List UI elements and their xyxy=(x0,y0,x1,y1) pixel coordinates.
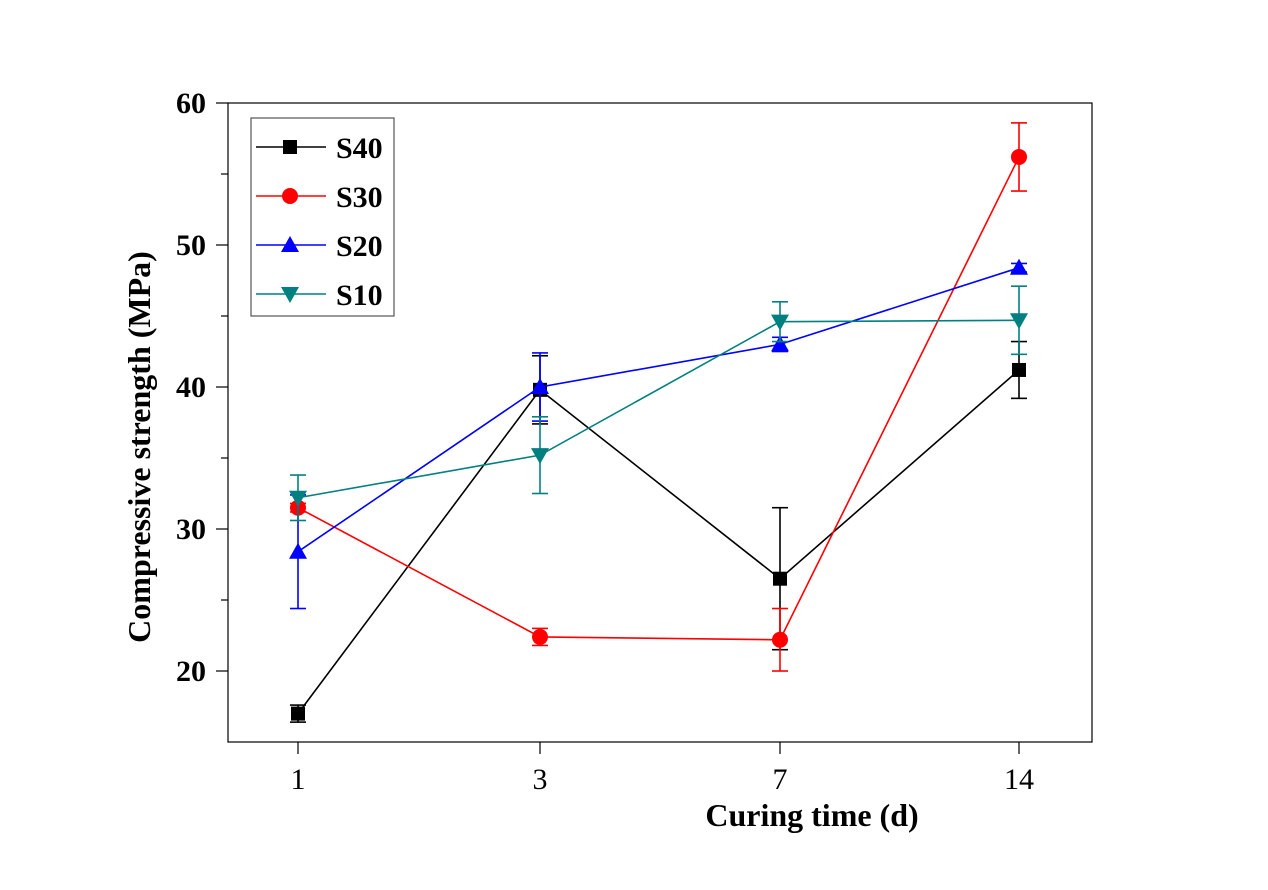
series-s10 xyxy=(289,285,1028,522)
series-line xyxy=(297,266,1020,553)
data-point xyxy=(291,706,305,721)
y-axis-title: Compressive strength (MPa) xyxy=(121,251,157,643)
data-point xyxy=(771,314,789,331)
data-point xyxy=(1012,362,1026,377)
legend-label: S40 xyxy=(336,132,383,165)
data-point xyxy=(531,378,549,394)
plot-frame xyxy=(227,102,1093,743)
data-point xyxy=(772,631,788,648)
series-s40 xyxy=(290,340,1027,723)
y-tick-label: 50 xyxy=(176,229,206,262)
x-axis: 1 3 7 14 xyxy=(291,742,1034,796)
legend-item-s10: S10 xyxy=(256,279,383,312)
x-tick-label: 7 xyxy=(773,763,788,796)
data-point xyxy=(531,448,549,465)
data-point xyxy=(1011,148,1027,165)
legend-item-s20: S20 xyxy=(256,230,383,263)
legend-label: S20 xyxy=(336,230,383,263)
data-point xyxy=(1010,258,1028,275)
y-tick-label: 20 xyxy=(176,655,206,688)
legend-item-s40: S40 xyxy=(256,132,383,165)
y-tick-label: 40 xyxy=(176,371,206,404)
legend-label: S10 xyxy=(336,279,383,312)
legend: S40 S30 S20 S10 xyxy=(250,117,395,317)
x-axis-title: Curing time (d) xyxy=(705,797,918,833)
x-tick-label: 1 xyxy=(291,763,306,796)
series-line xyxy=(297,156,1020,641)
y-axis: 20 30 40 50 60 xyxy=(176,87,228,688)
data-point xyxy=(289,490,307,507)
series-s20 xyxy=(289,258,1028,610)
data-point xyxy=(1010,313,1028,330)
y-tick-label: 30 xyxy=(176,513,206,546)
legend-marker xyxy=(283,140,297,154)
legend-box xyxy=(250,117,395,317)
series-s30 xyxy=(290,122,1027,672)
series-line xyxy=(297,369,1020,715)
legend-item-s30: S30 xyxy=(256,181,383,214)
legend-marker xyxy=(281,236,299,252)
data-point xyxy=(289,542,307,559)
series-layer xyxy=(289,122,1028,723)
data-point xyxy=(532,628,548,645)
data-point xyxy=(771,335,789,352)
x-tick-label: 3 xyxy=(533,763,548,796)
series-line xyxy=(297,319,1020,499)
y-tick-label: 60 xyxy=(176,87,206,120)
legend-marker xyxy=(281,287,299,303)
x-tick-label: 14 xyxy=(1004,763,1034,796)
data-point xyxy=(773,571,787,586)
legend-label: S30 xyxy=(336,181,383,214)
legend-marker xyxy=(282,188,298,204)
